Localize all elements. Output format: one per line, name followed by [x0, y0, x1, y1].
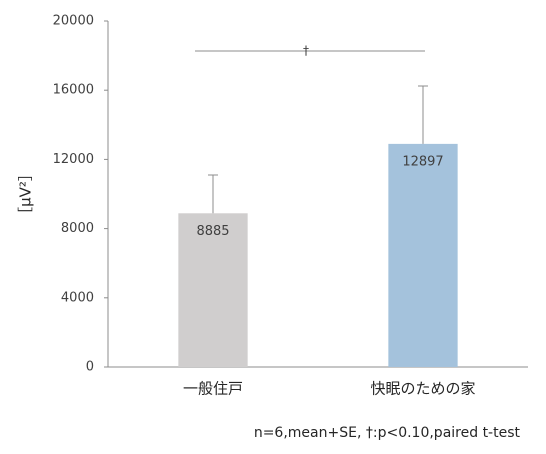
footnote: n=6,mean+SE, †:p<0.10,paired t-test	[254, 425, 521, 441]
x-tick-label: 一般住戸	[183, 380, 243, 398]
y-tick-label: 16000	[53, 83, 94, 98]
bar	[178, 213, 248, 367]
y-tick-label: 12000	[53, 152, 94, 167]
significance-label: †	[303, 44, 309, 58]
value-label: 8885	[196, 224, 229, 239]
y-axis-label: ［μV²］	[17, 166, 35, 222]
bar	[388, 143, 458, 367]
y-tick-label: 0	[86, 360, 94, 375]
y-tick-label: 8000	[61, 221, 94, 236]
value-label: 12897	[402, 154, 443, 169]
x-tick-label: 快眠のための家	[370, 380, 475, 398]
y-tick-label: 20000	[53, 14, 94, 29]
y-tick-label: 4000	[61, 290, 94, 305]
